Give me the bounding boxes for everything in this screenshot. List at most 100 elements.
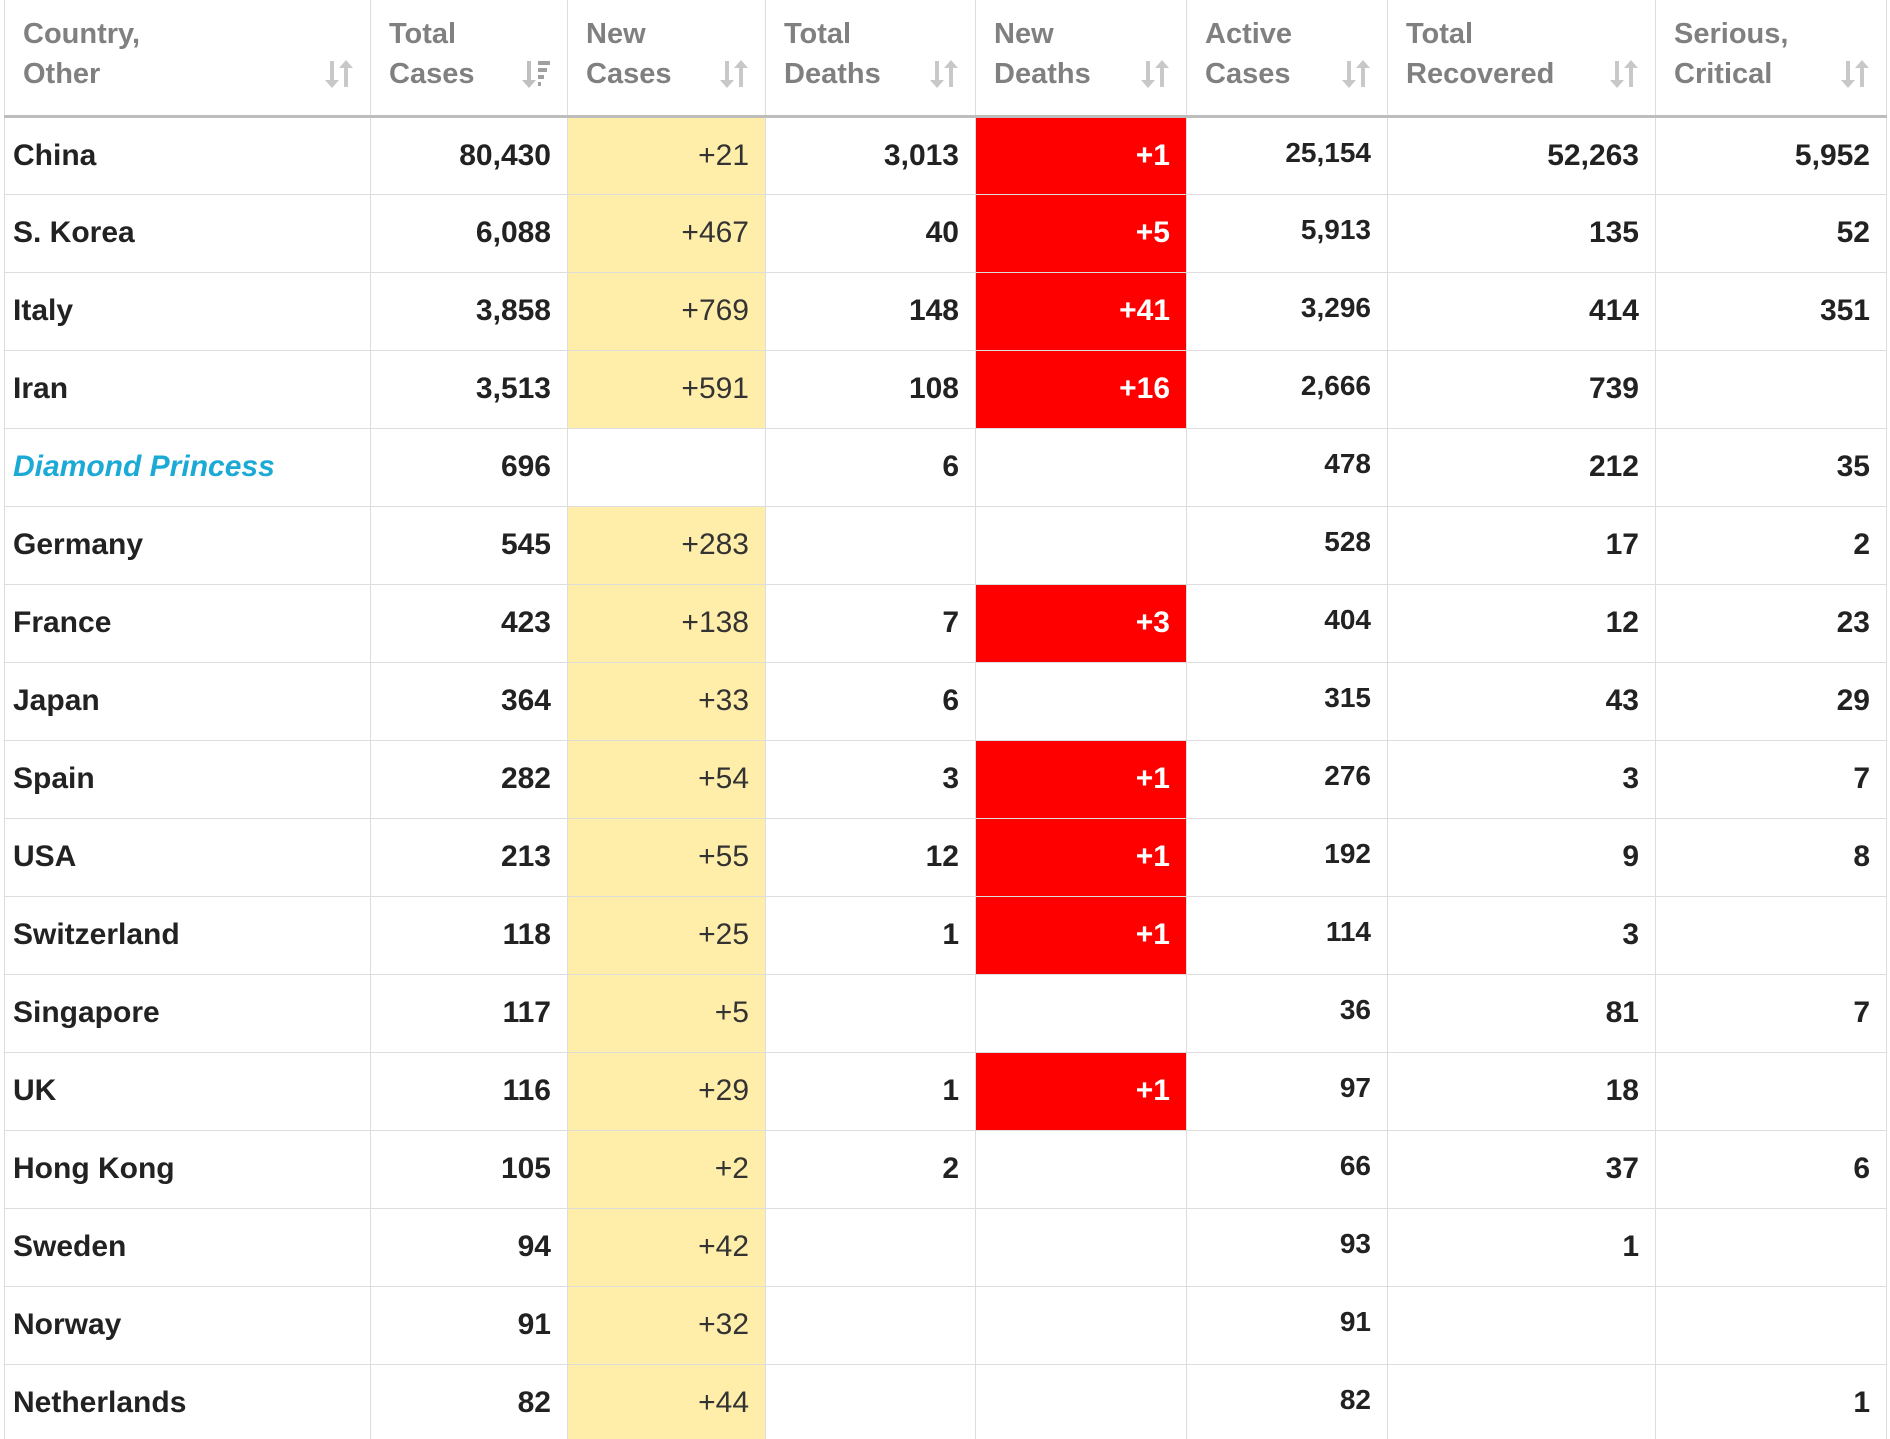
cell-new-cases: +32: [567, 1285, 766, 1365]
cell-total-cases: 213: [370, 817, 568, 897]
cell-total-recovered: 135: [1387, 193, 1656, 273]
cell-total-deaths: [765, 1363, 976, 1439]
cell-new-deaths: [975, 973, 1187, 1053]
table-row: Hong Kong 105 +2 2 66 37 6: [4, 1129, 1887, 1209]
cell-serious-critical: 2: [1655, 505, 1887, 585]
table-row: China 80,430 +21 3,013 +1 25,154 52,263 5,952: [4, 115, 1887, 195]
sort-unsorted-icon[interactable]: [322, 57, 356, 91]
cell-new-cases: +2: [567, 1129, 766, 1209]
cell-country: Italy: [4, 271, 371, 351]
cell-total-recovered: 414: [1387, 271, 1656, 351]
sort-unsorted-icon[interactable]: [927, 57, 961, 91]
column-header-new-cases[interactable]: New Cases: [567, 0, 766, 118]
column-header-label-line1: New: [586, 18, 646, 50]
column-header-active-cases[interactable]: Active Cases: [1186, 0, 1388, 118]
cell-active-cases: 114: [1186, 895, 1388, 975]
column-header-label-line1: Serious,: [1674, 18, 1789, 50]
column-header-new-deaths[interactable]: New Deaths: [975, 0, 1187, 118]
cell-country: Netherlands: [4, 1363, 371, 1439]
cell-total-recovered: 9: [1387, 817, 1656, 897]
cell-new-cases: +33: [567, 661, 766, 741]
cell-new-deaths: [975, 1363, 1187, 1439]
cell-total-cases: 94: [370, 1207, 568, 1287]
table-row: Diamond Princess 696 6 478 212 35: [4, 427, 1887, 507]
table-row: Norway 91 +32 91: [4, 1285, 1887, 1365]
sort-unsorted-icon[interactable]: [1607, 57, 1641, 91]
cell-new-cases: +591: [567, 349, 766, 429]
cell-total-deaths: [765, 973, 976, 1053]
table-row: Italy 3,858 +769 148 +41 3,296 414 351: [4, 271, 1887, 351]
cell-total-deaths: 1: [765, 1051, 976, 1131]
column-header-label-line2: Recovered: [1406, 58, 1555, 90]
cell-total-deaths: 108: [765, 349, 976, 429]
column-header-total-deaths[interactable]: Total Deaths: [765, 0, 976, 118]
cell-total-recovered: [1387, 1285, 1656, 1365]
cell-active-cases: 5,913: [1186, 193, 1388, 273]
column-header-total-cases[interactable]: Total Cases: [370, 0, 568, 118]
column-header-total-recovered[interactable]: Total Recovered: [1387, 0, 1656, 118]
cell-country: Diamond Princess: [4, 427, 371, 507]
cell-active-cases: 276: [1186, 739, 1388, 819]
cell-new-cases: +21: [567, 115, 766, 195]
cell-serious-critical: 5,952: [1655, 115, 1887, 195]
country-link[interactable]: Diamond Princess: [13, 450, 275, 483]
cell-new-cases: +283: [567, 505, 766, 585]
cell-total-recovered: 12: [1387, 583, 1656, 663]
cell-total-cases: 105: [370, 1129, 568, 1209]
cell-total-cases: 3,513: [370, 349, 568, 429]
cell-serious-critical: 23: [1655, 583, 1887, 663]
cell-active-cases: 528: [1186, 505, 1388, 585]
cell-total-recovered: 1: [1387, 1207, 1656, 1287]
cell-total-recovered: 17: [1387, 505, 1656, 585]
table-row: Switzerland 118 +25 1 +1 114 3: [4, 895, 1887, 975]
table-row: Spain 282 +54 3 +1 276 3 7: [4, 739, 1887, 819]
sort-unsorted-icon[interactable]: [717, 57, 751, 91]
cell-active-cases: 91: [1186, 1285, 1388, 1365]
cell-total-deaths: 6: [765, 427, 976, 507]
cell-new-deaths: +16: [975, 349, 1187, 429]
column-header-label-line2: Cases: [1205, 58, 1291, 90]
sort-descending-icon[interactable]: [519, 57, 553, 91]
table-row: Japan 364 +33 6 315 43 29: [4, 661, 1887, 741]
cell-total-deaths: 6: [765, 661, 976, 741]
cell-new-cases: +25: [567, 895, 766, 975]
column-header-label-line2: Other: [23, 58, 101, 90]
cell-total-cases: 116: [370, 1051, 568, 1131]
cell-active-cases: 25,154: [1186, 115, 1388, 195]
cell-total-deaths: 40: [765, 193, 976, 273]
cell-total-cases: 423: [370, 583, 568, 663]
cell-serious-critical: [1655, 895, 1887, 975]
cell-country: Singapore: [4, 973, 371, 1053]
cell-serious-critical: 52: [1655, 193, 1887, 273]
column-header-serious-critical[interactable]: Serious, Critical: [1655, 0, 1887, 118]
cell-serious-critical: 35: [1655, 427, 1887, 507]
cell-total-cases: 91: [370, 1285, 568, 1365]
cell-active-cases: 36: [1186, 973, 1388, 1053]
table-row: Singapore 117 +5 36 81 7: [4, 973, 1887, 1053]
sort-unsorted-icon[interactable]: [1339, 57, 1373, 91]
cell-total-deaths: 1: [765, 895, 976, 975]
cell-new-deaths: [975, 505, 1187, 585]
table-row: S. Korea 6,088 +467 40 +5 5,913 135 52: [4, 193, 1887, 273]
table-row: Netherlands 82 +44 82 1: [4, 1363, 1887, 1439]
coronavirus-cases-table: Country, Other Total Cases New Cases Tot…: [4, 0, 1887, 1439]
cell-new-cases: [567, 427, 766, 507]
cell-serious-critical: 351: [1655, 271, 1887, 351]
cell-total-cases: 282: [370, 739, 568, 819]
cell-total-cases: 118: [370, 895, 568, 975]
cell-country: Hong Kong: [4, 1129, 371, 1209]
column-header-country[interactable]: Country, Other: [4, 0, 371, 118]
cell-total-cases: 364: [370, 661, 568, 741]
sort-unsorted-icon[interactable]: [1138, 57, 1172, 91]
column-header-label-line2: Deaths: [784, 58, 881, 90]
sort-unsorted-icon[interactable]: [1838, 57, 1872, 91]
cell-total-cases: 6,088: [370, 193, 568, 273]
cell-new-deaths: +1: [975, 1051, 1187, 1131]
cell-new-deaths: [975, 661, 1187, 741]
cell-new-deaths: +3: [975, 583, 1187, 663]
cell-new-cases: +42: [567, 1207, 766, 1287]
cell-country: France: [4, 583, 371, 663]
cell-total-recovered: 52,263: [1387, 115, 1656, 195]
cell-serious-critical: [1655, 349, 1887, 429]
cell-new-cases: +138: [567, 583, 766, 663]
